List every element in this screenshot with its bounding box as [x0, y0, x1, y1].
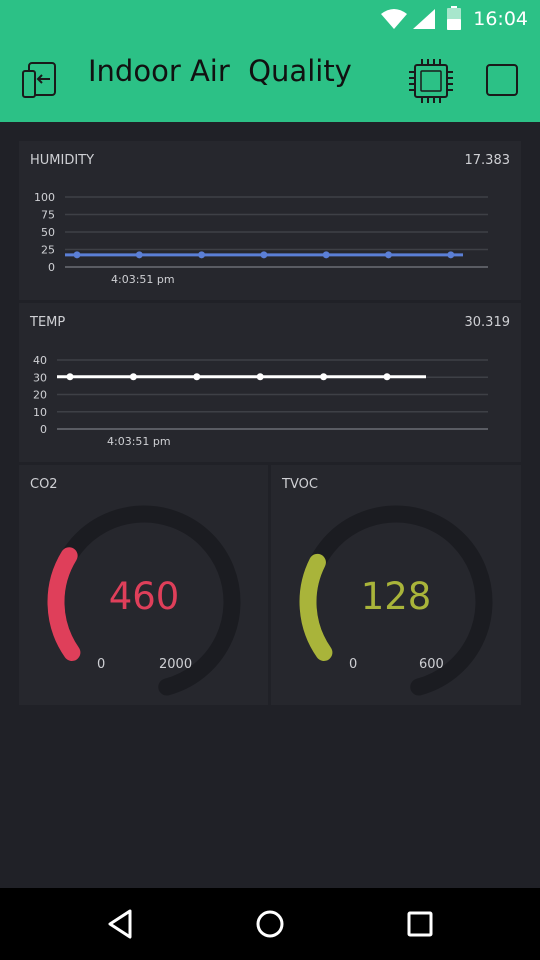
y-tick-label: 20 [33, 389, 47, 402]
temp-chart-widget[interactable]: TEMP 30.319 40 30 20 10 0 4:03:51 pm [19, 303, 521, 462]
stop-button[interactable] [484, 62, 520, 98]
x-time-label: 4:03:51 pm [107, 435, 171, 448]
y-tick-label: 0 [40, 423, 47, 436]
navigation-bar [0, 888, 540, 960]
humidity-chart: 100 75 50 25 0 4:03:51 pm [34, 191, 488, 286]
data-point [322, 251, 330, 259]
data-point [198, 251, 206, 259]
data-point [256, 373, 264, 381]
y-tick-label: 25 [41, 244, 55, 257]
data-point [66, 373, 74, 381]
y-tick-label: 0 [48, 261, 55, 274]
x-time-label: 4:03:51 pm [111, 273, 175, 286]
square-icon [486, 64, 518, 96]
y-tick-label: 10 [33, 406, 47, 419]
status-time: 16:04 [473, 8, 528, 30]
logout-icon [22, 62, 56, 98]
chip-icon [409, 59, 453, 103]
home-icon[interactable] [250, 904, 290, 944]
y-tick-label: 100 [34, 191, 55, 204]
y-tick-label: 30 [33, 371, 47, 384]
signal-icon [413, 9, 435, 29]
humidity-label: HUMIDITY [30, 153, 95, 168]
co2-gauge-widget[interactable]: CO2 460 0 2000 [19, 465, 268, 705]
data-point [260, 251, 268, 259]
data-point [193, 373, 201, 381]
humidity-value: 17.383 [464, 153, 511, 168]
co2-label: CO2 [30, 477, 58, 492]
temp-chart: 40 30 20 10 0 4:03:51 pm [33, 354, 488, 448]
data-point [73, 251, 81, 259]
y-tick-label: 50 [41, 226, 55, 239]
device-button[interactable] [408, 58, 453, 103]
y-tick-label: 75 [41, 209, 55, 222]
data-point [129, 373, 137, 381]
app-bar: Indoor Air Quality [0, 40, 540, 122]
status-bar: 16:04 [0, 0, 540, 40]
tvoc-gauge-widget[interactable]: TVOC 128 0 600 [271, 465, 521, 705]
battery-icon [447, 6, 461, 30]
data-point [135, 251, 143, 259]
co2-gauge [47, 505, 241, 696]
tvoc-max: 600 [419, 657, 444, 672]
co2-min: 0 [97, 657, 106, 672]
gauge-fill [47, 547, 81, 661]
tvoc-min: 0 [349, 657, 358, 672]
logout-button[interactable] [20, 58, 64, 102]
back-icon[interactable] [100, 904, 140, 944]
temp-label: TEMP [30, 315, 66, 330]
data-point [447, 251, 455, 259]
data-point [385, 251, 392, 259]
data-point [320, 373, 328, 381]
tvoc-label: TVOC [282, 477, 318, 492]
co2-max: 2000 [159, 657, 193, 672]
data-point [383, 373, 391, 381]
tvoc-gauge [299, 505, 493, 696]
co2-value: 460 [108, 575, 180, 618]
wifi-icon [381, 9, 407, 29]
tvoc-value: 128 [360, 575, 432, 618]
page-title: Indoor Air Quality [88, 54, 352, 88]
humidity-chart-widget[interactable]: HUMIDITY 17.383 100 75 50 25 0 4:03:51 pm [19, 141, 521, 300]
recents-icon[interactable] [400, 904, 440, 944]
y-tick-label: 40 [33, 354, 47, 367]
temp-value: 30.319 [464, 315, 511, 330]
gauge-fill [299, 553, 333, 661]
